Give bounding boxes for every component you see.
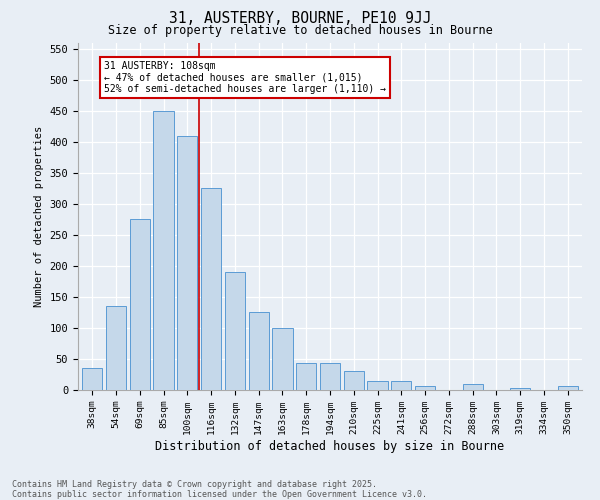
Bar [130,220,150,390]
Bar [154,111,173,390]
Bar [177,136,197,390]
Bar [463,384,483,390]
Bar [82,368,103,390]
Bar [296,364,316,390]
Bar [391,380,412,390]
Text: Contains HM Land Registry data © Crown copyright and database right 2025.
Contai: Contains HM Land Registry data © Crown c… [12,480,427,499]
Text: 31 AUSTERBY: 108sqm
← 47% of detached houses are smaller (1,015)
52% of semi-det: 31 AUSTERBY: 108sqm ← 47% of detached ho… [104,61,386,94]
Bar [367,380,388,390]
Bar [320,364,340,390]
Bar [248,312,269,390]
Bar [201,188,221,390]
Bar [344,372,364,390]
Bar [510,388,530,390]
Bar [415,386,435,390]
Bar [557,386,578,390]
Text: 31, AUSTERBY, BOURNE, PE10 9JJ: 31, AUSTERBY, BOURNE, PE10 9JJ [169,11,431,26]
Bar [106,306,126,390]
Bar [272,328,293,390]
X-axis label: Distribution of detached houses by size in Bourne: Distribution of detached houses by size … [155,440,505,453]
Y-axis label: Number of detached properties: Number of detached properties [34,126,44,307]
Text: Size of property relative to detached houses in Bourne: Size of property relative to detached ho… [107,24,493,37]
Bar [225,272,245,390]
